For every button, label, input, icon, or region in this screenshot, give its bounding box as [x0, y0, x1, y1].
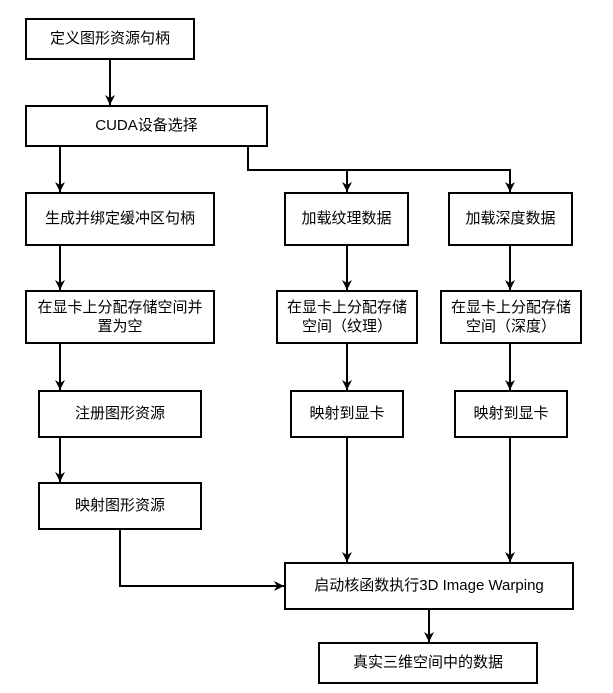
label: 映射到显卡 [473, 404, 548, 424]
label: 加载深度数据 [465, 209, 555, 229]
node-launch-kernel: 启动核函数执行3D Image Warping [284, 562, 574, 610]
label: 在显卡上分配存储空间（纹理） [284, 298, 410, 337]
node-register-resource: 注册图形资源 [38, 390, 202, 438]
label: 真实三维空间中的数据 [353, 653, 503, 673]
label: 映射到显卡 [309, 404, 384, 424]
node-real-3d-data: 真实三维空间中的数据 [318, 642, 538, 684]
node-define-handle: 定义图形资源句柄 [25, 18, 195, 60]
label: 启动核函数执行3D Image Warping [314, 576, 544, 596]
node-gen-bind-buffer: 生成并绑定缓冲区句柄 [25, 192, 215, 246]
label: CUDA设备选择 [95, 116, 198, 136]
label: 注册图形资源 [75, 404, 165, 424]
node-load-texture: 加载纹理数据 [284, 192, 409, 246]
label: 在显卡上分配存储空间并置为空 [33, 298, 207, 337]
node-cuda-select: CUDA设备选择 [25, 105, 268, 147]
label: 在显卡上分配存储空间（深度） [448, 298, 574, 337]
label: 映射图形资源 [75, 496, 165, 516]
node-load-depth: 加载深度数据 [448, 192, 573, 246]
node-alloc-texture: 在显卡上分配存储空间（纹理） [276, 290, 418, 344]
node-alloc-clear: 在显卡上分配存储空间并置为空 [25, 290, 215, 344]
label: 定义图形资源句柄 [50, 29, 170, 49]
node-alloc-depth: 在显卡上分配存储空间（深度） [440, 290, 582, 344]
label: 加载纹理数据 [301, 209, 391, 229]
label: 生成并绑定缓冲区句柄 [45, 209, 195, 229]
node-map-gpu-depth: 映射到显卡 [454, 390, 568, 438]
node-map-gpu-texture: 映射到显卡 [290, 390, 404, 438]
node-map-resource: 映射图形资源 [38, 482, 202, 530]
